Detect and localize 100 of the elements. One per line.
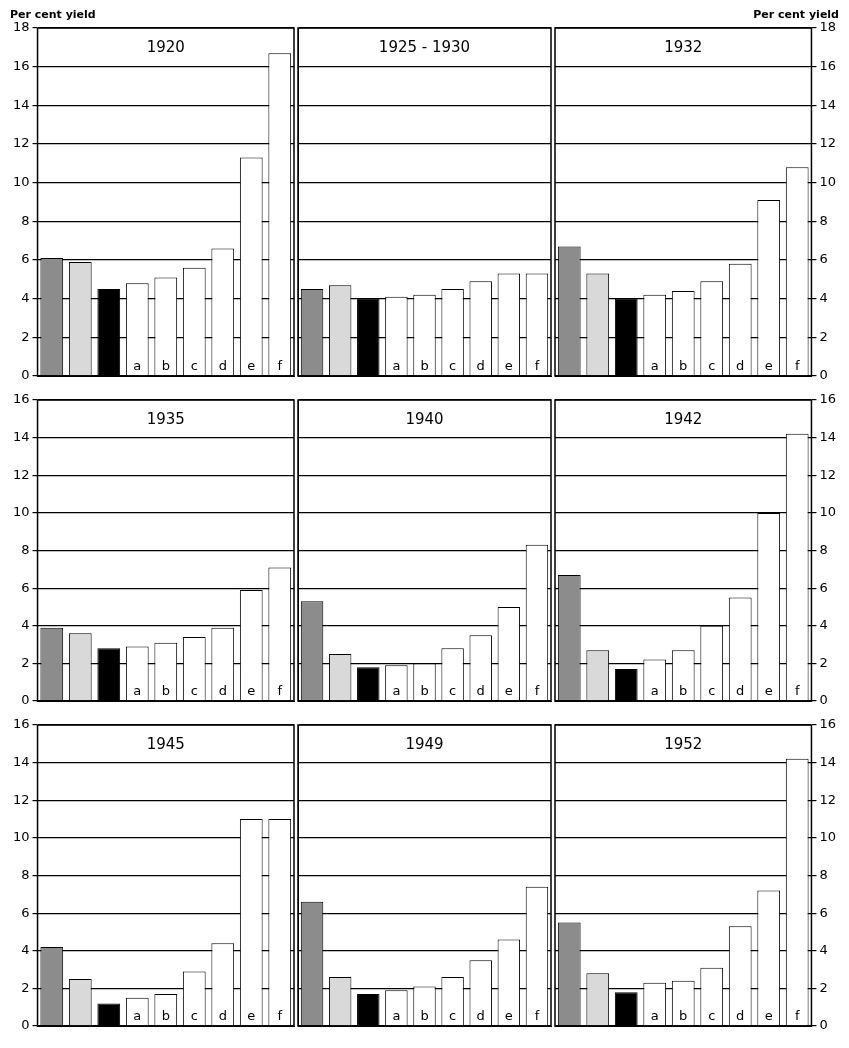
y-tick-label: 8 bbox=[21, 212, 30, 228]
y-tick-label: 2 bbox=[819, 328, 828, 344]
y-tick-label: 16 bbox=[819, 58, 836, 74]
y-tick-label: 10 bbox=[819, 504, 836, 520]
x-tick-label: f bbox=[534, 683, 540, 699]
y-tick-label: 4 bbox=[819, 290, 828, 306]
y-tick-label: 6 bbox=[21, 579, 30, 595]
y-tick-label: 12 bbox=[819, 135, 836, 151]
y-tick-label: 8 bbox=[21, 866, 30, 882]
x-tick-label: a bbox=[650, 683, 659, 699]
y-tick-label: 6 bbox=[21, 904, 30, 920]
y-tick-label: 4 bbox=[819, 942, 828, 958]
x-tick-label: c bbox=[708, 1008, 716, 1024]
y-tick-label: 4 bbox=[21, 617, 30, 633]
x-tick-label: f bbox=[534, 358, 540, 374]
y-tick-label: 4 bbox=[21, 942, 30, 958]
x-tick-label: f bbox=[794, 358, 800, 374]
x-tick-label: b bbox=[420, 683, 429, 699]
text: 1932 bbox=[664, 37, 703, 56]
x-tick-label: b bbox=[161, 358, 170, 374]
x-tick-label: e bbox=[504, 358, 513, 374]
x-tick-label: b bbox=[420, 1008, 429, 1024]
y-tick-label: 10 bbox=[819, 174, 836, 190]
x-tick-label: b bbox=[420, 358, 429, 374]
text: 1952 bbox=[664, 734, 703, 753]
x-tick-label: a bbox=[650, 358, 659, 374]
x-tick-label: a bbox=[133, 1008, 142, 1024]
text: 1940 bbox=[405, 409, 444, 428]
y-tick-label: 4 bbox=[819, 617, 828, 633]
x-tick-label: e bbox=[764, 358, 773, 374]
x-tick-label: c bbox=[449, 683, 457, 699]
x-tick-label: d bbox=[736, 683, 745, 699]
x-tick-label: e bbox=[247, 1008, 256, 1024]
y-tick-label: 2 bbox=[21, 979, 30, 995]
text: 1935 bbox=[146, 409, 185, 428]
x-tick-label: d bbox=[218, 1008, 227, 1024]
y-tick-label: 10 bbox=[13, 504, 30, 520]
x-tick-label: b bbox=[161, 683, 170, 699]
y-tick-label: 16 bbox=[819, 391, 836, 407]
text: 1949 bbox=[405, 734, 444, 753]
x-tick-label: d bbox=[736, 358, 745, 374]
x-tick-label: c bbox=[190, 683, 198, 699]
y-tick-label: 8 bbox=[819, 541, 828, 557]
x-tick-label: f bbox=[277, 1008, 283, 1024]
y-tick-label: 6 bbox=[819, 579, 828, 595]
x-tick-label: b bbox=[161, 1008, 170, 1024]
y-tick-label: 10 bbox=[13, 829, 30, 845]
y-tick-label: 4 bbox=[21, 290, 30, 306]
y-tick-label: 0 bbox=[21, 367, 30, 383]
text: 1942 bbox=[664, 409, 703, 428]
y-tick-label: 12 bbox=[13, 466, 30, 482]
x-tick-label: a bbox=[133, 358, 142, 374]
y-tick-label: 2 bbox=[819, 979, 828, 995]
text: 1925 - 1930 bbox=[378, 37, 471, 56]
y-tick-label: 0 bbox=[21, 692, 30, 708]
y-tick-label: 16 bbox=[819, 716, 836, 732]
x-tick-label: c bbox=[190, 1008, 198, 1024]
text: 1945 bbox=[146, 734, 185, 753]
x-tick-label: c bbox=[449, 358, 457, 374]
x-tick-label: d bbox=[736, 1008, 745, 1024]
x-tick-label: a bbox=[133, 683, 142, 699]
x-tick-label: a bbox=[392, 1008, 401, 1024]
y-tick-label: 6 bbox=[21, 251, 30, 267]
x-tick-label: c bbox=[708, 683, 716, 699]
x-tick-label: d bbox=[218, 683, 227, 699]
y-tick-label: 14 bbox=[819, 429, 836, 444]
y-tick-label: 10 bbox=[13, 174, 30, 190]
x-tick-label: a bbox=[392, 683, 401, 699]
x-tick-label: b bbox=[679, 1008, 688, 1024]
x-tick-label: e bbox=[764, 683, 773, 699]
x-tick-label: f bbox=[534, 1008, 540, 1024]
y-tick-label: 12 bbox=[819, 791, 836, 807]
y-tick-label: 16 bbox=[13, 391, 30, 407]
x-tick-label: b bbox=[679, 358, 688, 374]
y-tick-label: 14 bbox=[819, 754, 836, 769]
y-tick-label: 16 bbox=[13, 716, 30, 732]
x-tick-label: f bbox=[277, 358, 283, 374]
x-tick-label: a bbox=[392, 358, 401, 374]
x-tick-label: e bbox=[504, 683, 513, 699]
y-tick-label: 18 bbox=[13, 19, 30, 35]
y-tick-label: 12 bbox=[819, 466, 836, 482]
y-axis-title: Per cent yield bbox=[10, 8, 96, 22]
y-tick-label: 10 bbox=[819, 829, 836, 845]
x-tick-label: c bbox=[190, 358, 198, 374]
y-tick-label: 0 bbox=[21, 1017, 30, 1033]
y-tick-label: 8 bbox=[21, 541, 30, 557]
x-tick-label: b bbox=[679, 683, 688, 699]
y-tick-label: 14 bbox=[13, 96, 30, 112]
x-tick-label: e bbox=[247, 358, 256, 374]
x-tick-label: f bbox=[277, 683, 283, 699]
x-tick-label: a bbox=[650, 1008, 659, 1024]
x-tick-label: d bbox=[476, 1008, 485, 1024]
y-tick-label: 0 bbox=[819, 1017, 828, 1033]
y-tick-label: 12 bbox=[13, 791, 30, 807]
y-tick-label: 2 bbox=[21, 654, 30, 670]
x-tick-label: d bbox=[218, 358, 227, 374]
x-tick-label: c bbox=[708, 358, 716, 374]
y-tick-label: 0 bbox=[819, 692, 828, 708]
y-tick-label: 14 bbox=[13, 754, 30, 769]
y-tick-label: 14 bbox=[13, 429, 30, 444]
